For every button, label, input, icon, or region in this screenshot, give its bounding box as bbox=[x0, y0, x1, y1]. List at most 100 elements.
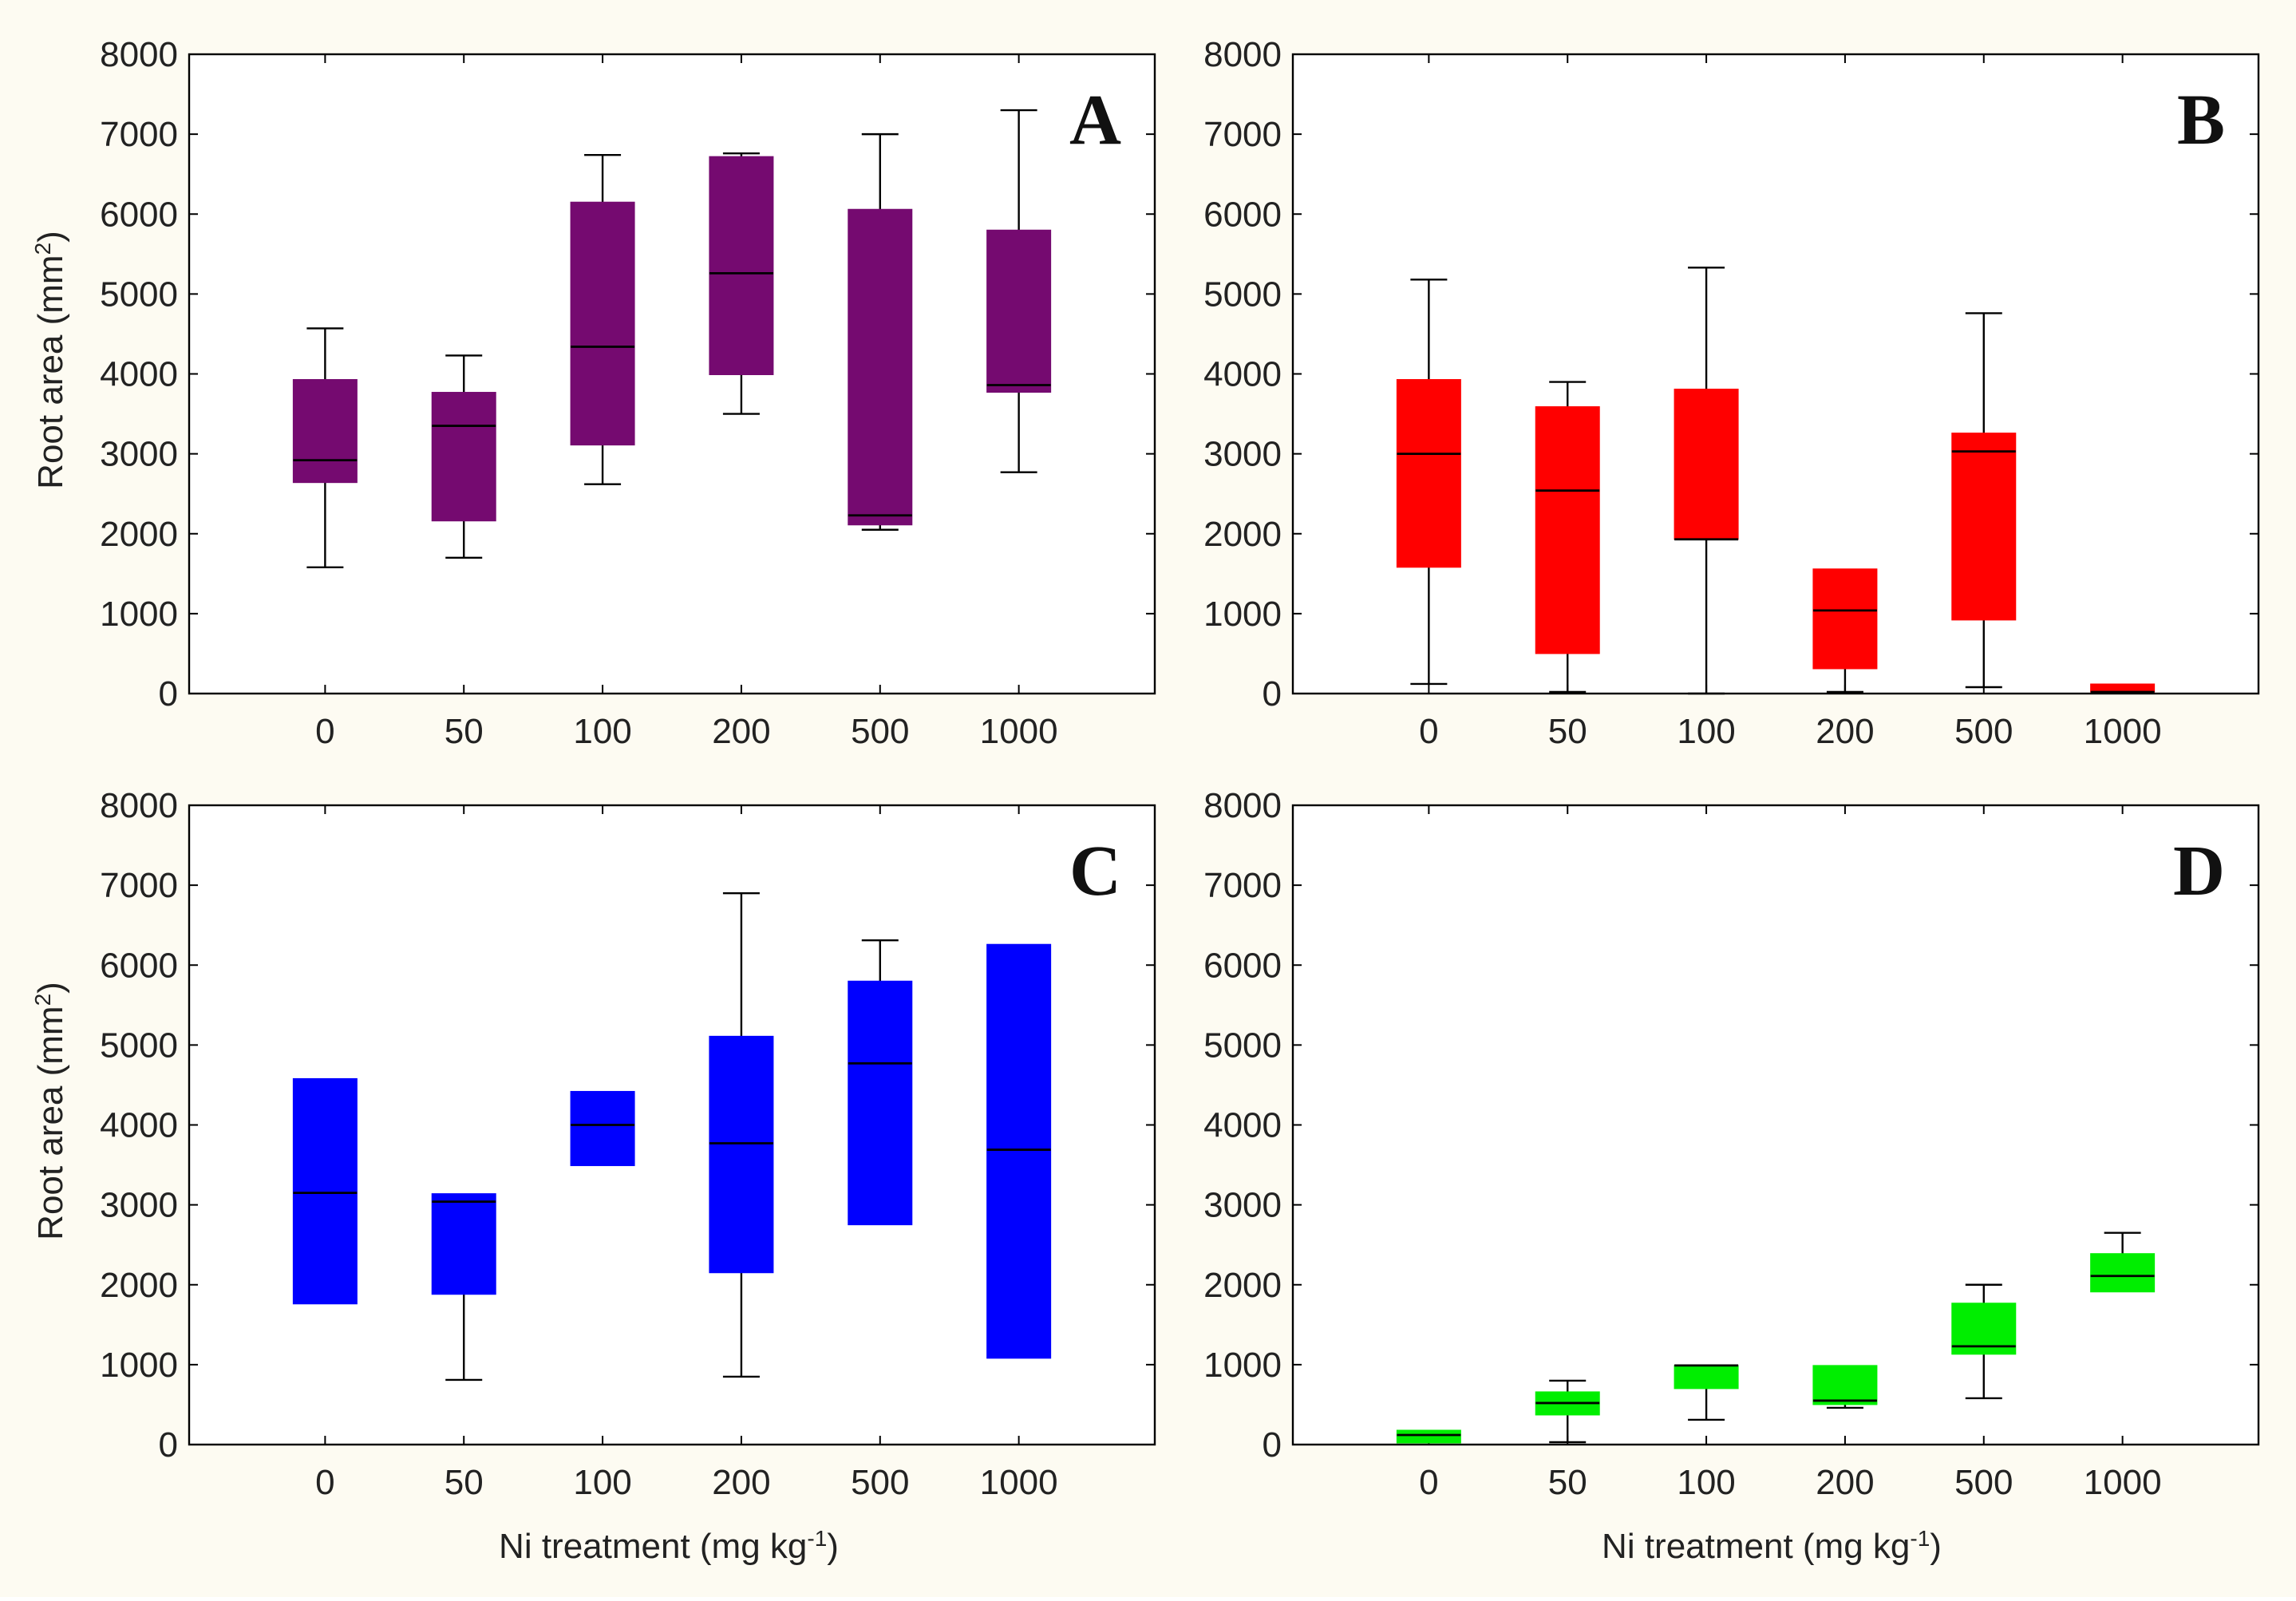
panel-a-x-tick-label-0: 0 bbox=[315, 712, 334, 751]
panel-d-x-tick-label-100: 100 bbox=[1677, 1463, 1735, 1502]
panel-c-y-tick-label-6000: 6000 bbox=[100, 946, 178, 985]
panel-c-box-body-0 bbox=[292, 1077, 358, 1305]
panel-a-y-tick-label-8000: 8000 bbox=[100, 35, 178, 74]
panel-b-box-0 bbox=[1396, 279, 1461, 686]
x-axis-title-right-sup: -1 bbox=[1910, 1526, 1930, 1551]
panel-b-box-100 bbox=[1674, 267, 1739, 695]
panel-b-letter: B bbox=[2177, 81, 2225, 160]
panel-c-box-body-50 bbox=[431, 1193, 496, 1295]
panel-b-box-body-0 bbox=[1396, 379, 1461, 568]
panel-b-y-tick-label-2000: 2000 bbox=[1203, 515, 1282, 554]
panel-c-x-tick-label-200: 200 bbox=[712, 1463, 770, 1502]
panel-a-box-50 bbox=[431, 354, 496, 559]
panel-d-box-500 bbox=[1951, 1283, 2017, 1400]
panel-b-x-tick-label-50: 50 bbox=[1548, 712, 1587, 751]
panel-c-box-body-100 bbox=[570, 1090, 635, 1167]
panel-c-y-tick-label-8000: 8000 bbox=[100, 786, 178, 825]
panel-b-x-tick-label-0: 0 bbox=[1419, 712, 1438, 751]
panel-a-letter: A bbox=[1069, 81, 1121, 160]
panel-a-box-body-200 bbox=[709, 156, 774, 376]
panel-c-x-tick-label-1000: 1000 bbox=[980, 1463, 1058, 1502]
panel-b-y-tick-label-6000: 6000 bbox=[1203, 195, 1282, 234]
panel-b-y-tick-label-1000: 1000 bbox=[1203, 595, 1282, 634]
panel-c-x-tick-label-100: 100 bbox=[573, 1463, 631, 1502]
panel-b-x-tick-label-1000: 1000 bbox=[2084, 712, 2162, 751]
panel-b-y-tick-label-4000: 4000 bbox=[1203, 355, 1282, 394]
panel-d-x-tick-label-200: 200 bbox=[1816, 1463, 1874, 1502]
panel-a-y-tick-label-3000: 3000 bbox=[100, 435, 178, 474]
panel-b-box-500 bbox=[1951, 312, 2017, 689]
panel-c-x-tick-label-0: 0 bbox=[315, 1463, 334, 1502]
panel-d-x-tick-label-50: 50 bbox=[1548, 1463, 1587, 1502]
panel-b-box-200 bbox=[1812, 568, 1878, 694]
panel-d-y-tick-label-0: 0 bbox=[1263, 1425, 1282, 1465]
panel-c-x-tick-label-500: 500 bbox=[851, 1463, 909, 1502]
panel-b-x-tick-label-100: 100 bbox=[1677, 712, 1735, 751]
panel-a-box-body-500 bbox=[848, 208, 913, 526]
panel-d-box-0 bbox=[1396, 1429, 1461, 1444]
panel-d-letter: D bbox=[2173, 832, 2225, 911]
panel-c-box-body-200 bbox=[709, 1035, 774, 1274]
panel-b-x-tick-label-500: 500 bbox=[1954, 712, 2013, 751]
panel-d-box-200 bbox=[1812, 1365, 1878, 1409]
panel-a-y-tick-label-7000: 7000 bbox=[100, 115, 178, 154]
panel-b: 0 1000 2000 3000 4000 5000 6000 7000 8000 0 50 100 2… bbox=[1203, 35, 2260, 751]
panel-d-y-tick-label-2000: 2000 bbox=[1203, 1266, 1282, 1305]
panel-c: 0 1000 2000 3000 4000 5000 6000 7000 8000 0 50 100 2… bbox=[100, 786, 1156, 1502]
panel-d-box-100 bbox=[1674, 1364, 1739, 1421]
panel-a-y-tick-label-0: 0 bbox=[159, 674, 178, 714]
panel-c-y-tick-label-3000: 3000 bbox=[100, 1186, 178, 1225]
panel-b-box-1000 bbox=[2090, 683, 2156, 694]
panel-b-box-body-50 bbox=[1535, 406, 1600, 654]
panel-d-box-1000 bbox=[2090, 1231, 2156, 1293]
panel-c-box-0 bbox=[292, 1077, 358, 1305]
panel-a-box-body-50 bbox=[431, 392, 496, 522]
panel-a-y-tick-label-4000: 4000 bbox=[100, 355, 178, 394]
y-axis-title-bottom-main: Root area (mm bbox=[31, 1006, 70, 1239]
panel-b-box-body-1000 bbox=[2090, 683, 2156, 693]
panel-a-box-200 bbox=[709, 152, 774, 415]
panel-d-box-body-100 bbox=[1674, 1365, 1739, 1390]
panel-a-y-tick-label-1000: 1000 bbox=[100, 595, 178, 634]
panel-c-y-tick-label-5000: 5000 bbox=[100, 1026, 178, 1065]
x-axis-title-left-main: Ni treatment (mg kg bbox=[499, 1527, 807, 1566]
panel-b-y-tick-label-7000: 7000 bbox=[1203, 115, 1282, 154]
panel-c-y-tick-label-7000: 7000 bbox=[100, 866, 178, 905]
panel-c-box-50 bbox=[431, 1193, 496, 1382]
y-axis-title-top-close: ) bbox=[31, 231, 70, 243]
panel-d-y-tick-label-7000: 7000 bbox=[1203, 866, 1282, 905]
panel-b-y-tick-label-0: 0 bbox=[1263, 674, 1282, 714]
panel-d-x-tick-label-1000: 1000 bbox=[2084, 1463, 2162, 1502]
panel-a-x-tick-label-1000: 1000 bbox=[980, 712, 1058, 751]
panel-d-box-body-200 bbox=[1812, 1365, 1878, 1405]
panel-a-box-body-100 bbox=[570, 201, 635, 446]
panel-a-y-tick-label-5000: 5000 bbox=[100, 275, 178, 314]
panel-c-letter: C bbox=[1069, 832, 1121, 911]
panel-d-y-tick-label-5000: 5000 bbox=[1203, 1026, 1282, 1065]
panel-d-y-tick-label-4000: 4000 bbox=[1203, 1106, 1282, 1145]
panel-a-x-tick-label-200: 200 bbox=[712, 712, 770, 751]
panel-a-box-body-0 bbox=[292, 379, 358, 484]
panel-d-plot-frame bbox=[1291, 804, 2260, 1446]
panel-a-box-body-1000 bbox=[986, 229, 1052, 393]
y-axis-title-bottom: Root area (mm2) bbox=[30, 982, 71, 1240]
panel-b-box-50 bbox=[1535, 381, 1600, 694]
panel-a-y-tick-label-2000: 2000 bbox=[100, 515, 178, 554]
panel-d-y-tick-label-3000: 3000 bbox=[1203, 1186, 1282, 1225]
panel-d-box-body-1000 bbox=[2090, 1253, 2156, 1293]
panel-a-box-500 bbox=[848, 132, 913, 531]
panel-b-plot-frame bbox=[1291, 53, 2260, 695]
panel-a-x-tick-label-50: 50 bbox=[445, 712, 484, 751]
panel-c-box-body-1000 bbox=[986, 943, 1052, 1359]
y-axis-title-top-main: Root area (mm bbox=[31, 255, 70, 488]
panel-d-y-tick-label-1000: 1000 bbox=[1203, 1346, 1282, 1385]
panel-a-box-0 bbox=[292, 327, 358, 569]
panel-b-box-body-100 bbox=[1674, 389, 1739, 540]
panel-c-box-500 bbox=[848, 939, 913, 1226]
panel-c-y-tick-label-1000: 1000 bbox=[100, 1346, 178, 1385]
panel-b-y-tick-label-5000: 5000 bbox=[1203, 275, 1282, 314]
panel-c-box-200 bbox=[709, 891, 774, 1378]
